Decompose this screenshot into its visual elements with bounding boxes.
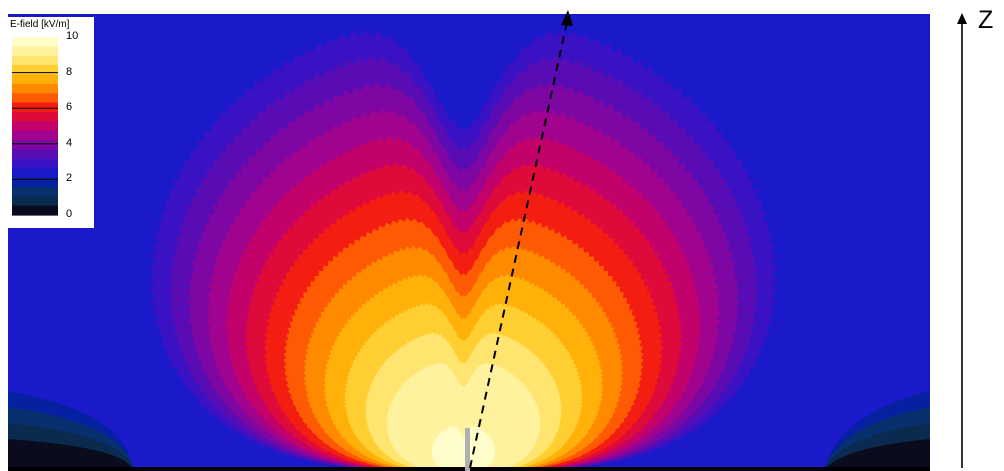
legend-swatch	[12, 74, 58, 85]
contour-level-9	[386, 362, 541, 471]
legend-swatch	[12, 149, 58, 160]
legend-tick-label: 6	[66, 101, 73, 114]
legend-tick-label: 0	[66, 208, 73, 220]
legend-swatch	[12, 46, 58, 57]
legend-tick-label: 8	[66, 65, 73, 78]
legend-swatch	[12, 93, 58, 104]
legend-swatch	[12, 140, 58, 151]
legend-swatch	[12, 196, 58, 207]
z-axis-label: Z	[978, 6, 994, 34]
legend-title: E-field [kV/m]	[10, 19, 70, 30]
legend-swatch	[12, 121, 58, 132]
legend-swatch	[12, 158, 58, 169]
legend-tick-label: 4	[66, 136, 73, 149]
legend-swatch	[12, 55, 58, 66]
legend-swatch	[12, 168, 58, 179]
antenna-mast	[465, 428, 470, 471]
legend-swatch	[12, 37, 58, 47]
legend-swatch	[12, 177, 58, 188]
legend-colorbar	[12, 37, 58, 216]
legend-swatch	[12, 83, 58, 94]
legend-swatch	[12, 111, 58, 122]
legend-swatch	[12, 130, 58, 141]
legend-tick-label: 2	[66, 172, 73, 185]
legend-swatch	[12, 65, 58, 76]
legend-tick-label: 10	[66, 30, 79, 42]
radiation-direction-arrowhead	[561, 10, 573, 26]
legend-swatch	[12, 205, 58, 216]
color-legend: E-field [kV/m] 10 8 6 4 2 0	[8, 17, 94, 228]
radiation-direction-arrow	[469, 21, 568, 469]
field-contours	[149, 29, 778, 471]
legend-swatch	[12, 102, 58, 113]
contour-level-10	[431, 426, 496, 471]
legend-swatch	[12, 186, 58, 197]
z-axis-arrowhead	[957, 13, 967, 24]
